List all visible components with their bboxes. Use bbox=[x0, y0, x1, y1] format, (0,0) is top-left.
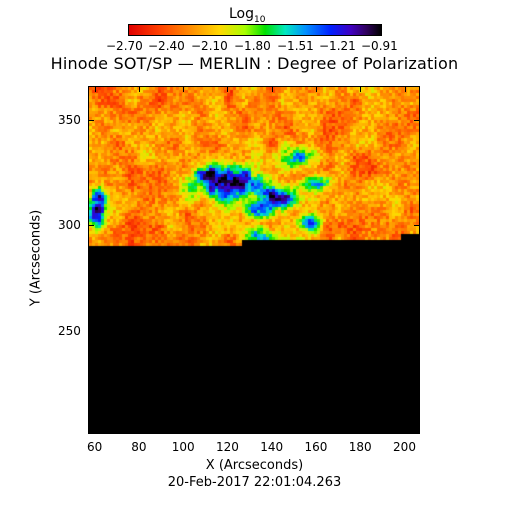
y-tick-mark bbox=[88, 330, 94, 332]
x-tick-label: 160 bbox=[304, 440, 328, 454]
image-title: Hinode SOT/SP — MERLIN : Degree of Polar… bbox=[50, 54, 459, 73]
colorbar-tick: −1.51 bbox=[277, 39, 314, 53]
colorbar-tick: −1.21 bbox=[319, 39, 356, 53]
colorbar-tick: −0.91 bbox=[361, 39, 398, 53]
x-tick-label: 80 bbox=[131, 440, 147, 454]
x-tick-mark bbox=[94, 428, 96, 434]
x-tick-mark bbox=[227, 86, 229, 92]
y-tick-mark bbox=[414, 330, 420, 332]
x-axis-label: X (Arcseconds) bbox=[205, 458, 304, 473]
y-tick-mark bbox=[414, 225, 420, 227]
observation-timestamp: 20-Feb-2017 22:01:04.263 bbox=[167, 475, 342, 490]
x-tick-mark bbox=[138, 86, 140, 92]
polarization-map bbox=[88, 86, 420, 434]
colorbar-title: Log10 bbox=[229, 6, 266, 25]
colorbar-tick: −2.10 bbox=[191, 39, 228, 53]
y-tick-mark bbox=[414, 119, 420, 121]
y-tick-label: 250 bbox=[58, 323, 81, 338]
colorbar-tick: −2.40 bbox=[148, 39, 185, 53]
x-tick-mark bbox=[315, 428, 317, 434]
x-tick-mark bbox=[360, 86, 362, 92]
x-tick-mark bbox=[227, 428, 229, 434]
x-tick-mark bbox=[138, 428, 140, 434]
colorbar-tick: −2.70 bbox=[106, 39, 143, 53]
colorbar-tick: −1.80 bbox=[234, 39, 271, 53]
y-tick-mark bbox=[88, 119, 94, 121]
x-tick-label: 140 bbox=[260, 440, 284, 454]
y-tick-mark bbox=[88, 225, 94, 227]
x-tick-mark bbox=[315, 86, 317, 92]
x-tick-label: 200 bbox=[393, 440, 416, 454]
x-tick-label: 60 bbox=[86, 440, 103, 454]
y-axis-label: Y (Arcseconds) bbox=[28, 209, 44, 307]
polarization-map-image bbox=[89, 87, 419, 433]
x-tick-label: 180 bbox=[348, 440, 372, 454]
x-tick-mark bbox=[271, 428, 273, 434]
x-tick-mark bbox=[404, 86, 406, 92]
x-tick-mark bbox=[183, 428, 185, 434]
x-tick-label: 100 bbox=[171, 440, 195, 454]
colorbar bbox=[128, 24, 382, 36]
y-tick-label: 300 bbox=[58, 218, 81, 233]
y-tick-label: 350 bbox=[58, 112, 81, 127]
x-tick-label: 120 bbox=[215, 440, 239, 454]
x-tick-mark bbox=[360, 428, 362, 434]
x-tick-mark bbox=[271, 86, 273, 92]
x-tick-mark bbox=[94, 86, 96, 92]
x-tick-mark bbox=[404, 428, 406, 434]
x-tick-mark bbox=[183, 86, 185, 92]
